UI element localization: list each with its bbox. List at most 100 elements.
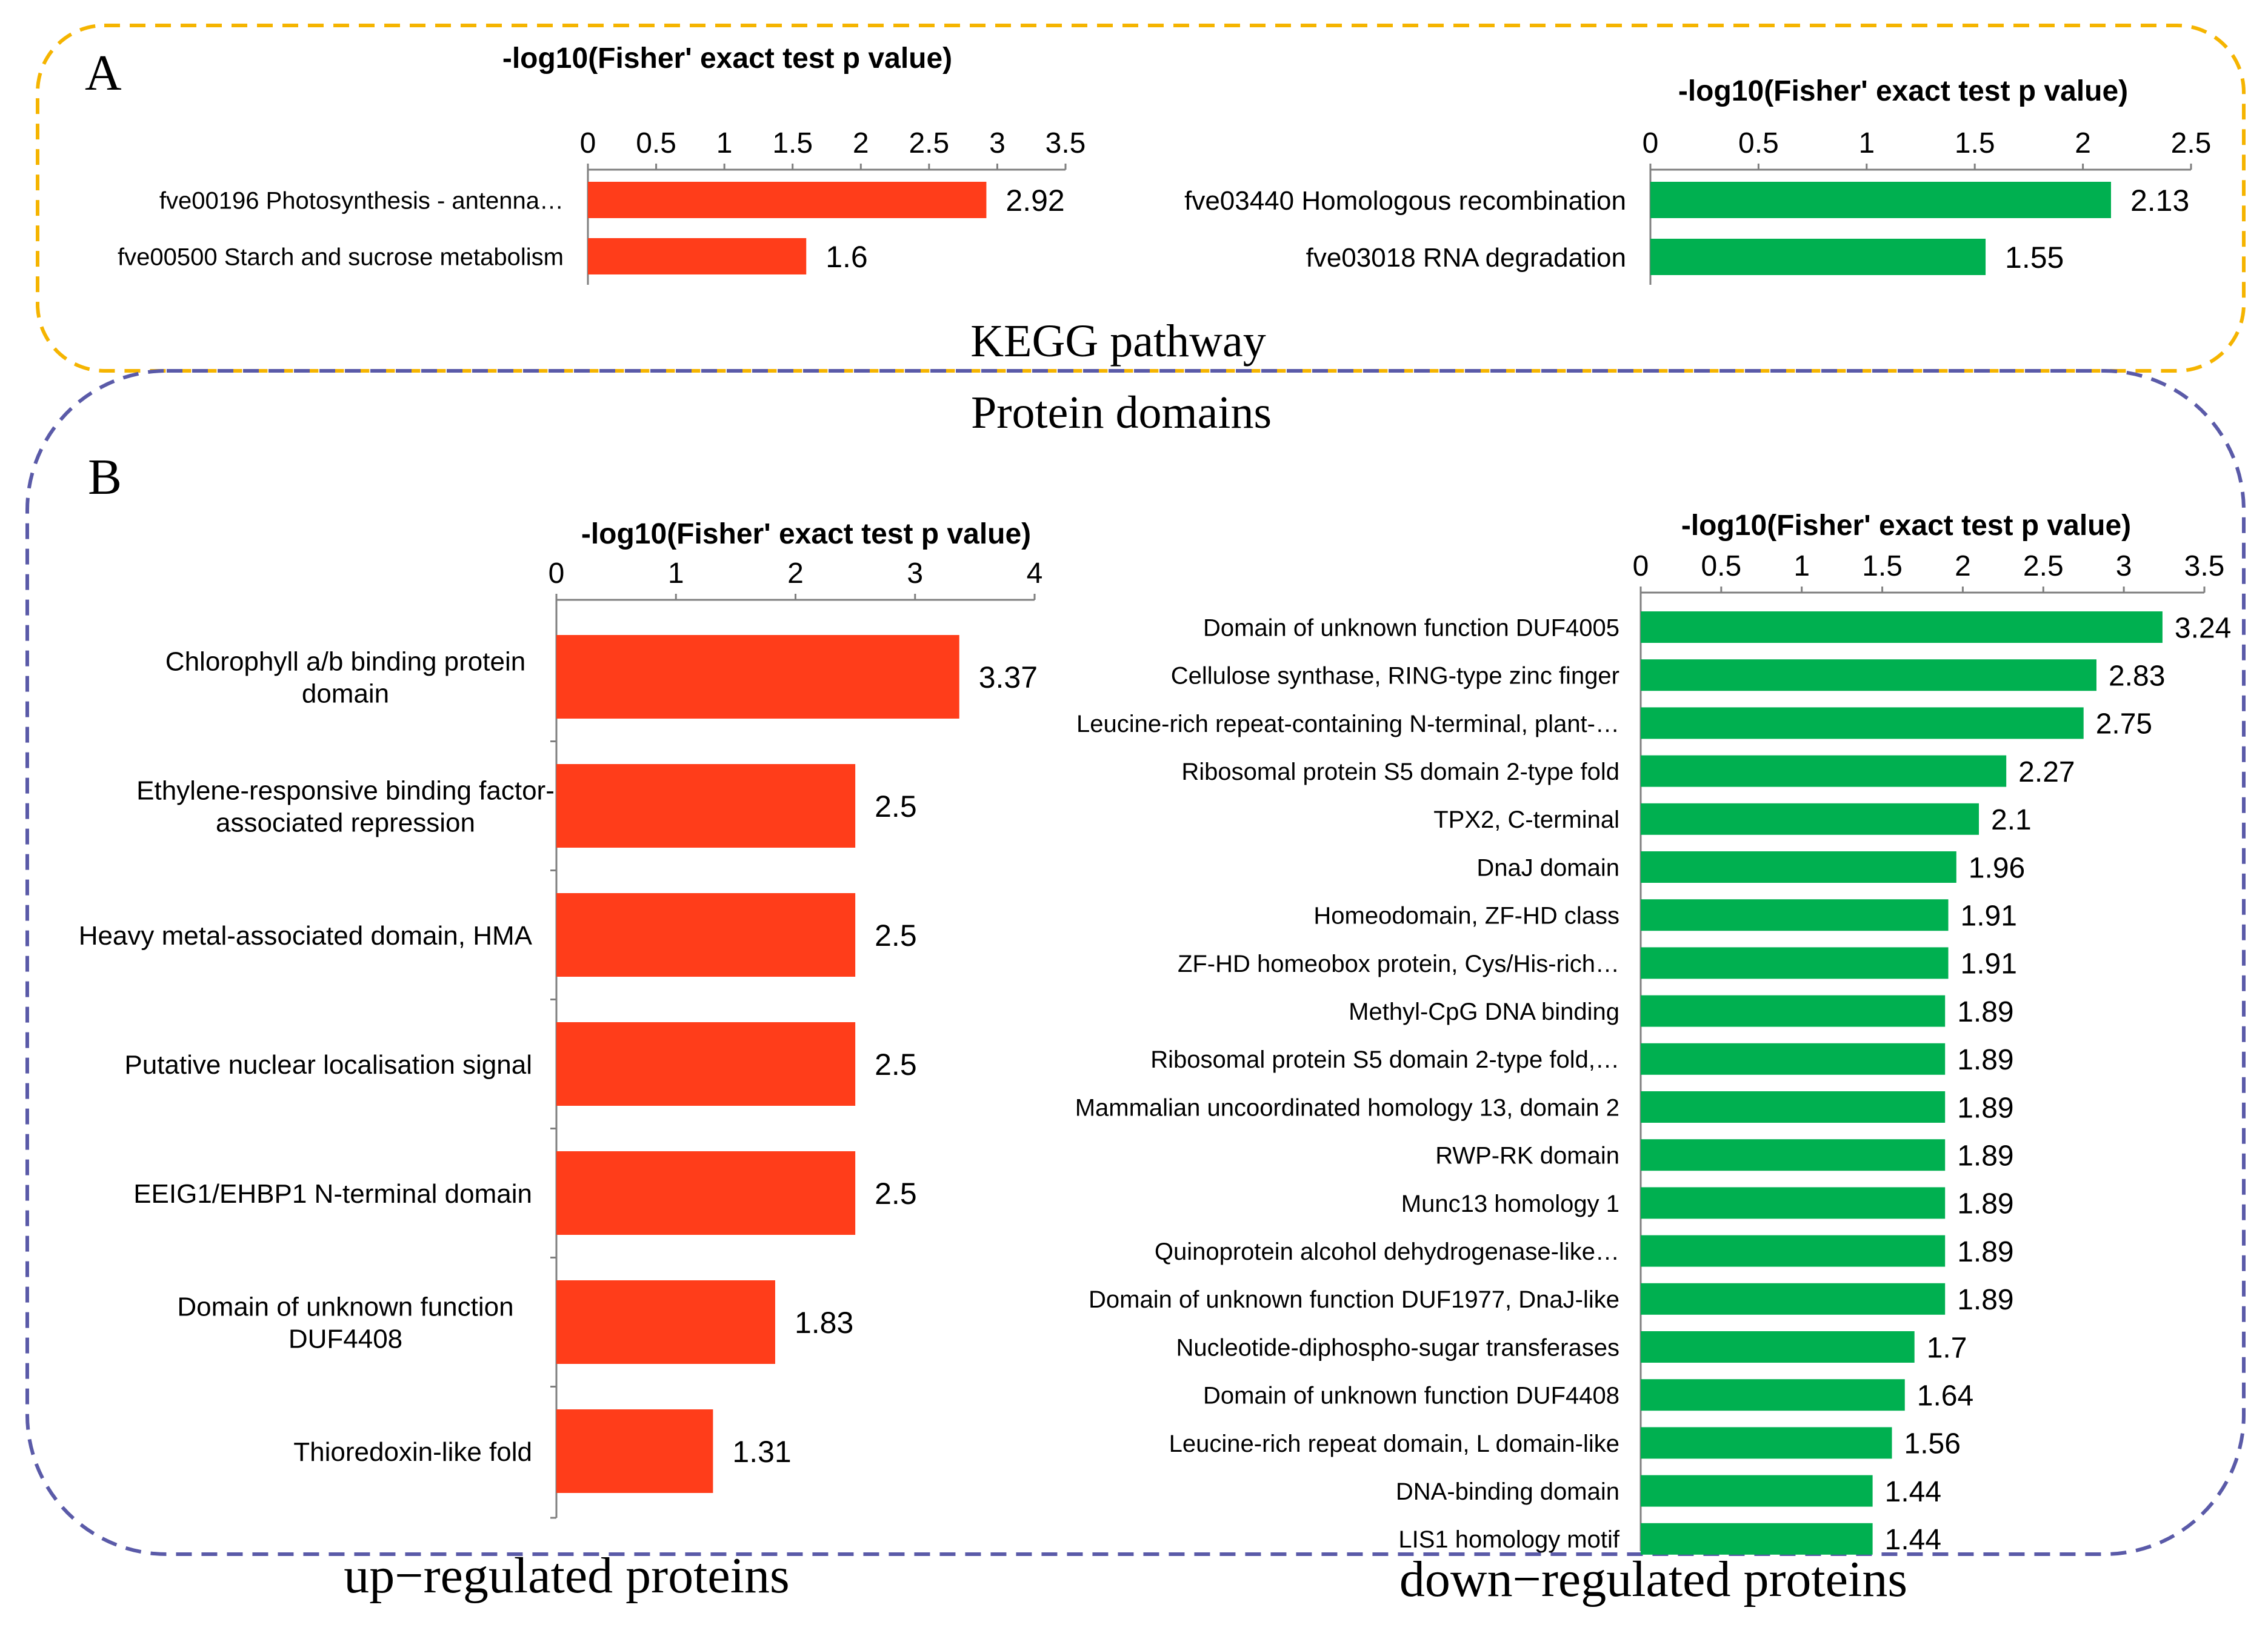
value-label: 2.1: [1991, 804, 2032, 836]
value-label: 1.89: [1957, 996, 2013, 1028]
tick-label: 0.5: [1738, 127, 1779, 159]
panel-b-frame: [25, 369, 2246, 1556]
tick-label: 3.5: [2184, 550, 2225, 582]
tick-label: 2: [2075, 127, 2091, 159]
category-label: Domain of unknown function: [177, 1292, 513, 1322]
category-label: Domain of unknown function DUF1977, DnaJ…: [1089, 1286, 1619, 1313]
value-label: 1.91: [1961, 900, 2017, 932]
tick-label: 3.5: [1046, 127, 1086, 159]
value-label: 1.56: [1904, 1428, 1961, 1460]
tick-label: 2: [853, 127, 869, 159]
category-label: Leucine-rich repeat domain, L domain-lik…: [1169, 1431, 1619, 1457]
value-label: 2.83: [2109, 660, 2165, 692]
value-label: 1.64: [1917, 1380, 1973, 1412]
value-label: 1.96: [1969, 852, 2025, 884]
panel-a-letter: A: [85, 45, 122, 101]
value-label: 1.31: [732, 1435, 791, 1469]
bar: [588, 182, 987, 218]
category-label: Ribosomal protein S5 domain 2-type fold,…: [1150, 1046, 1619, 1073]
bar: [1641, 1523, 1873, 1555]
tick-label: 3: [2116, 550, 2132, 582]
tick-label: 3: [989, 127, 1006, 159]
bar: [1641, 755, 2007, 787]
value-label: 2.13: [2130, 184, 2189, 218]
axis-title: -log10(Fisher' exact test p value): [1678, 75, 2128, 107]
bar: [556, 1409, 713, 1493]
value-label: 2.75: [2096, 708, 2152, 740]
category-label: fve00196 Photosynthesis - antenna…: [159, 187, 564, 214]
category-label: associated repression: [216, 808, 475, 837]
value-label: 2.92: [1006, 184, 1064, 218]
bar: [556, 764, 856, 848]
protein-domains-section-title: Protein domains: [971, 387, 1272, 438]
tick-label: 1: [716, 127, 733, 159]
down-regulated-caption: down−regulated proteins: [1399, 1551, 1907, 1607]
value-label: 1.89: [1957, 1188, 2013, 1220]
bar: [1641, 803, 1979, 835]
category-label: Quinoprotein alcohol dehydrogenase-like…: [1155, 1238, 1619, 1265]
tick-label: 1.5: [772, 127, 813, 159]
category-label: fve03440 Homologous recombination: [1184, 186, 1626, 216]
category-label: Chlorophyll a/b binding protein: [165, 647, 525, 676]
tick-label: 0: [580, 127, 596, 159]
kegg-section-title: KEGG pathway: [970, 316, 1266, 367]
tick-label: 2.5: [2171, 127, 2212, 159]
kegg-up-chart: -log10(Fisher' exact test p value) 0 0.5 1 1…: [118, 42, 1086, 285]
category-label: fve00500 Starch and sucrose metabolism: [118, 244, 564, 270]
value-label: 1.89: [1957, 1284, 2013, 1316]
category-label: Leucine-rich repeat-containing N-termina…: [1076, 711, 1619, 737]
category-label: DNA-binding domain: [1396, 1478, 1619, 1505]
value-label: 1.91: [1961, 948, 2017, 980]
tick-label: 2: [787, 557, 804, 590]
value-label: 1.89: [1957, 1236, 2013, 1268]
bar: [1641, 851, 1956, 883]
category-label: RWP-RK domain: [1435, 1143, 1619, 1169]
bar: [1641, 1043, 1946, 1075]
category-label: Munc13 homology 1: [1401, 1191, 1619, 1217]
bar: [556, 1280, 775, 1364]
value-label: 1.83: [795, 1306, 853, 1340]
value-label: 1.44: [1885, 1524, 1941, 1556]
value-label: 1.89: [1957, 1092, 2013, 1124]
axis-title: -log10(Fisher' exact test p value): [581, 518, 1031, 550]
value-label: 1.7: [1927, 1332, 1967, 1364]
bar: [1641, 1091, 1946, 1123]
bar: [1641, 947, 1949, 979]
category-label: domain: [302, 679, 389, 708]
tick-label: 2.5: [909, 127, 949, 159]
tick-label: 1.5: [1862, 550, 1903, 582]
bar: [1641, 707, 2084, 739]
tick-label: 2.5: [2023, 550, 2064, 582]
tick-label: 0: [1633, 550, 1649, 582]
bar: [556, 1151, 856, 1235]
bar: [556, 1022, 856, 1106]
value-label: 2.5: [875, 919, 917, 952]
category-label: TPX2, C-terminal: [1433, 806, 1619, 833]
category-label: Homeodomain, ZF-HD class: [1313, 903, 1619, 929]
value-label: 1.89: [1957, 1140, 2013, 1172]
value-label: 2.27: [2018, 756, 2075, 788]
category-label: DUF4408: [289, 1324, 402, 1354]
category-label: Domain of unknown function DUF4005: [1203, 614, 1619, 641]
tick-label: 0.5: [1701, 550, 1741, 582]
value-label: 2.5: [875, 1048, 917, 1082]
up-regulated-caption: up−regulated proteins: [344, 1548, 790, 1604]
tick-label: 1: [1793, 550, 1810, 582]
category-label: Thioredoxin-like fold: [293, 1437, 532, 1467]
category-label: Putative nuclear localisation signal: [124, 1050, 532, 1080]
bar: [556, 635, 959, 719]
value-label: 2.5: [875, 1177, 917, 1211]
bar: [1641, 1427, 1892, 1459]
category-label: fve03018 RNA degradation: [1306, 243, 1626, 273]
bar: [1641, 1139, 1946, 1171]
value-label: 1.89: [1957, 1044, 2013, 1076]
bar: [1650, 182, 2111, 218]
value-label: 1.44: [1885, 1476, 1941, 1508]
domain-up-chart: -log10(Fisher' exact test p value) 0 1 2 3 4 3…: [79, 518, 1042, 1519]
bar: [1641, 659, 2096, 691]
tick-label: 0.5: [636, 127, 676, 159]
category-label: Domain of unknown function DUF4408: [1203, 1383, 1619, 1409]
category-label: ZF-HD homeobox protein, Cys/His-rich…: [1178, 951, 1619, 977]
tick-label: 3: [907, 557, 923, 590]
value-label: 3.24: [2175, 612, 2231, 644]
